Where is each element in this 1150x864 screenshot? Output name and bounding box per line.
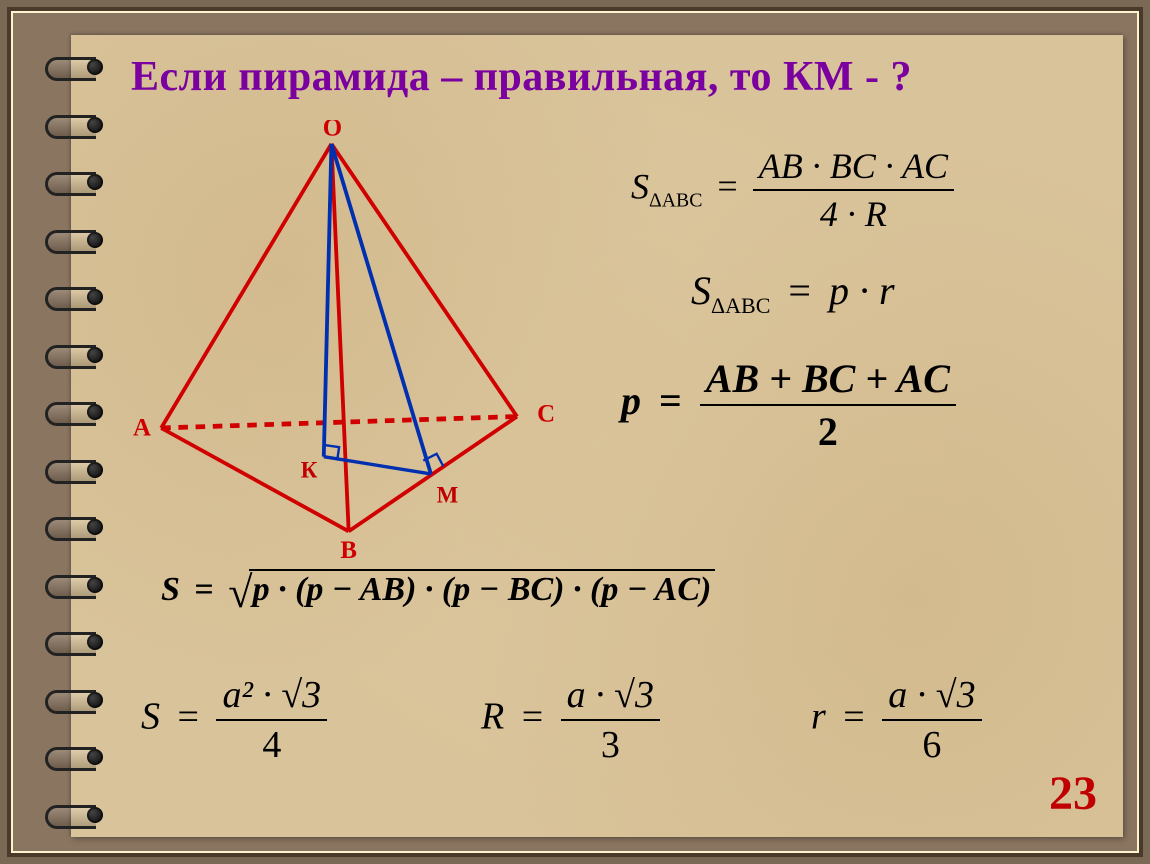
- sym-p: p: [621, 378, 641, 423]
- ring-icon: [45, 224, 115, 256]
- eq-1: =: [711, 166, 743, 206]
- num-r: a · √3: [888, 674, 975, 716]
- sym-r: r: [811, 696, 826, 738]
- num-S3: a² · √3: [222, 674, 321, 716]
- formula-r-equilateral: r = a · √3 6: [811, 673, 982, 767]
- ring-icon: [45, 684, 115, 716]
- ring-icon: [45, 454, 115, 486]
- edge-OA: [161, 144, 331, 428]
- den-p: 2: [818, 409, 838, 454]
- ring-icon: [45, 569, 115, 601]
- spiral-binding: [45, 51, 115, 831]
- edge-AB: [161, 428, 348, 531]
- label-A: А: [133, 415, 151, 442]
- sub-abc-2: ΔABC: [711, 293, 770, 318]
- heron-body: p · (p − AB) · (p − BC) · (p − AC): [253, 569, 712, 609]
- ring-icon: [45, 339, 115, 371]
- label-O: О: [323, 120, 342, 141]
- sym-S3: S: [141, 696, 160, 738]
- ring-icon: [45, 166, 115, 198]
- ring-icon: [45, 109, 115, 141]
- ring-icon: [45, 511, 115, 543]
- formula-semiperimeter: p = AB + BC + AC 2: [621, 355, 956, 455]
- segment-OM: [331, 144, 430, 474]
- formula-heron: S = √p · (p − AB) · (p − BC) · (p − AC): [161, 569, 715, 612]
- sym-S2: S: [691, 268, 711, 313]
- num-1: AB · BC · AC: [759, 146, 948, 186]
- den-r: 6: [922, 724, 941, 766]
- sub-abc-1: ΔABC: [649, 189, 702, 211]
- formula-R-equilateral: R = a · √3 3: [481, 673, 660, 767]
- pyramid-diagram: О А В С К М: [111, 120, 571, 560]
- formula-circumradius: SΔABC = AB · BC · AC 4 · R: [631, 145, 954, 235]
- sym-S: S: [631, 166, 649, 206]
- ring-icon: [45, 626, 115, 658]
- den-1: 4 · R: [820, 194, 887, 234]
- ring-icon: [45, 281, 115, 313]
- label-C: С: [537, 400, 555, 427]
- label-B: В: [340, 537, 357, 560]
- den-R: 3: [601, 724, 620, 766]
- ring-icon: [45, 396, 115, 428]
- segment-KM: [324, 457, 431, 474]
- ring-icon: [45, 799, 115, 831]
- num-p: AB + BC + AC: [706, 356, 950, 401]
- slide-title: Если пирамида – правильная, то КМ - ?: [131, 53, 1091, 101]
- ring-icon: [45, 741, 115, 773]
- ring-icon: [45, 51, 115, 83]
- den-S3: 4: [262, 724, 281, 766]
- page-number: 23: [1049, 766, 1097, 821]
- formula-inradius: SΔABC = p · r: [691, 267, 895, 319]
- label-K: К: [301, 458, 318, 483]
- edge-OC: [331, 144, 517, 417]
- slide-frame: Если пирамида – правильная, то КМ - ? О …: [7, 7, 1143, 857]
- edge-OB: [331, 144, 348, 531]
- heron-S: S: [161, 571, 180, 608]
- paper-background: Если пирамида – правильная, то КМ - ? О …: [71, 35, 1123, 837]
- edge-BC: [349, 417, 517, 532]
- label-M: М: [437, 483, 459, 508]
- segment-OK: [324, 144, 332, 457]
- edge-AC-dashed: [161, 417, 517, 428]
- num-R: a · √3: [567, 674, 654, 716]
- rhs-pr: p · r: [829, 268, 895, 313]
- sym-R: R: [481, 696, 504, 738]
- formula-area-equilateral: S = a² · √3 4: [141, 673, 327, 767]
